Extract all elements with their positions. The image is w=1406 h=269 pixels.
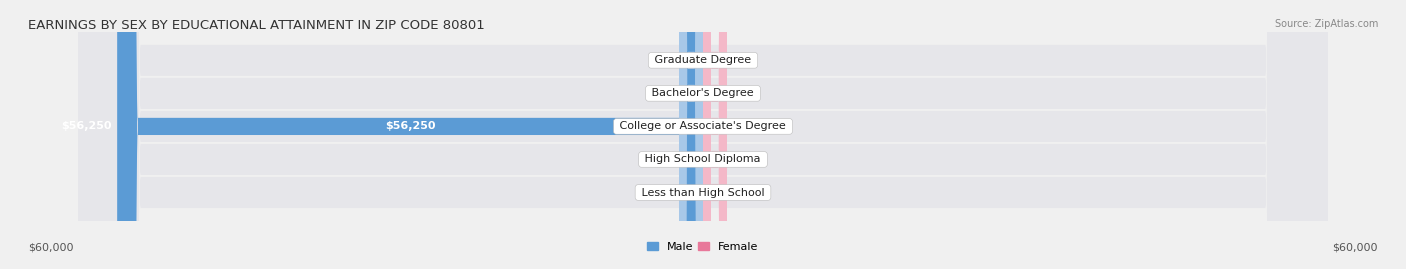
Text: $0: $0 (661, 55, 675, 65)
FancyBboxPatch shape (679, 0, 703, 269)
FancyBboxPatch shape (703, 0, 727, 269)
FancyBboxPatch shape (703, 0, 727, 269)
FancyBboxPatch shape (703, 0, 727, 269)
Text: $60,000: $60,000 (28, 243, 73, 253)
FancyBboxPatch shape (679, 0, 703, 269)
Text: $0: $0 (661, 89, 675, 98)
FancyBboxPatch shape (703, 0, 727, 269)
Text: Source: ZipAtlas.com: Source: ZipAtlas.com (1274, 19, 1378, 29)
FancyBboxPatch shape (703, 0, 727, 269)
Text: $60,000: $60,000 (1333, 243, 1378, 253)
Text: Graduate Degree: Graduate Degree (651, 55, 755, 65)
Text: High School Diploma: High School Diploma (641, 154, 765, 164)
Text: EARNINGS BY SEX BY EDUCATIONAL ATTAINMENT IN ZIP CODE 80801: EARNINGS BY SEX BY EDUCATIONAL ATTAINMEN… (28, 19, 485, 32)
FancyBboxPatch shape (679, 0, 703, 269)
Text: Less than High School: Less than High School (638, 187, 768, 197)
Text: $0: $0 (661, 154, 675, 164)
Text: College or Associate's Degree: College or Associate's Degree (616, 121, 790, 132)
Text: $56,250: $56,250 (62, 121, 112, 132)
FancyBboxPatch shape (79, 0, 1327, 269)
Text: $0: $0 (731, 154, 745, 164)
FancyBboxPatch shape (79, 0, 1327, 269)
Text: $56,250: $56,250 (385, 121, 436, 132)
Text: $0: $0 (731, 55, 745, 65)
Text: $0: $0 (731, 121, 745, 132)
FancyBboxPatch shape (79, 0, 1327, 269)
FancyBboxPatch shape (117, 0, 703, 269)
Text: $0: $0 (661, 187, 675, 197)
Text: $0: $0 (731, 89, 745, 98)
FancyBboxPatch shape (79, 0, 1327, 269)
Text: Bachelor's Degree: Bachelor's Degree (648, 89, 758, 98)
Text: $0: $0 (731, 187, 745, 197)
FancyBboxPatch shape (79, 0, 1327, 269)
FancyBboxPatch shape (679, 0, 703, 269)
Legend: Male, Female: Male, Female (643, 238, 763, 256)
